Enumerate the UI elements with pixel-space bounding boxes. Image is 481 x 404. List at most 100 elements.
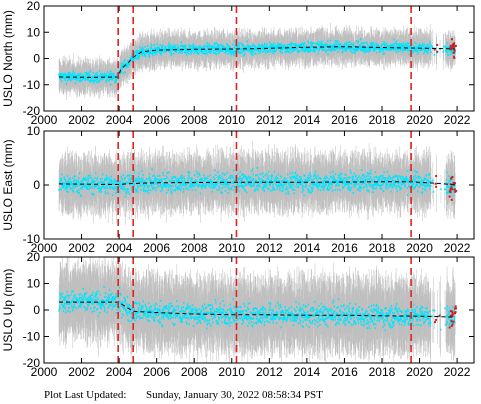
data-point xyxy=(118,72,120,75)
data-point xyxy=(153,43,156,46)
data-point xyxy=(184,44,186,47)
data-point xyxy=(249,47,252,49)
data-point xyxy=(73,71,76,74)
data-point xyxy=(148,56,151,58)
data-point xyxy=(200,45,202,48)
data-point xyxy=(228,49,230,52)
data-point xyxy=(319,47,321,49)
data-point xyxy=(280,43,283,46)
data-point xyxy=(362,49,364,52)
data-point xyxy=(190,48,192,50)
data-point xyxy=(322,46,325,49)
data-point xyxy=(191,46,194,48)
data-point xyxy=(322,44,325,47)
data-point xyxy=(61,80,63,83)
data-point xyxy=(191,48,194,51)
x-tick-label: 2020 xyxy=(406,113,433,127)
data-point xyxy=(74,77,76,80)
data-point xyxy=(217,49,219,52)
data-point xyxy=(89,70,92,73)
data-point xyxy=(176,47,178,50)
data-point xyxy=(407,48,410,51)
data-point xyxy=(419,49,422,52)
data-point xyxy=(439,48,441,50)
data-point xyxy=(143,50,146,53)
data-point xyxy=(377,44,380,47)
data-point xyxy=(301,46,304,49)
data-point xyxy=(215,42,217,44)
data-point xyxy=(198,48,201,51)
data-point xyxy=(160,49,162,52)
data-point xyxy=(424,49,426,52)
data-point xyxy=(425,50,428,52)
data-point xyxy=(257,46,259,49)
data-point xyxy=(355,40,358,42)
data-point xyxy=(272,50,274,52)
data-point xyxy=(86,72,88,75)
data-point xyxy=(252,50,255,53)
data-point xyxy=(86,71,88,74)
data-point xyxy=(427,49,430,52)
data-point xyxy=(429,41,431,44)
data-point xyxy=(451,51,453,54)
data-point xyxy=(395,49,397,52)
data-point xyxy=(369,45,371,47)
data-point xyxy=(200,49,202,52)
data-point xyxy=(153,51,155,54)
data-point xyxy=(190,52,192,55)
data-point xyxy=(265,48,268,51)
data-point xyxy=(134,53,136,56)
data-point xyxy=(116,76,118,79)
data-point xyxy=(371,42,374,45)
data-point xyxy=(212,49,215,52)
outlier-point xyxy=(452,45,455,48)
data-point xyxy=(209,46,212,48)
data-point xyxy=(386,49,389,51)
data-point xyxy=(338,43,341,46)
data-point xyxy=(233,40,236,43)
data-point xyxy=(325,48,327,51)
data-point xyxy=(136,51,138,54)
data-point xyxy=(78,74,81,77)
data-point xyxy=(335,43,338,46)
data-point xyxy=(334,39,336,42)
data-point xyxy=(419,48,422,51)
data-point xyxy=(447,47,449,49)
data-point xyxy=(365,41,367,44)
data-point xyxy=(109,70,112,73)
data-point xyxy=(238,51,240,54)
data-point xyxy=(418,44,420,47)
data-point xyxy=(160,53,162,56)
data-point xyxy=(248,48,251,51)
data-point xyxy=(220,49,223,52)
data-point xyxy=(246,40,248,43)
data-point xyxy=(385,46,387,48)
data-point xyxy=(409,47,412,49)
data-point xyxy=(268,41,271,44)
data-point xyxy=(192,47,194,50)
data-point xyxy=(392,43,394,46)
data-point xyxy=(378,48,381,51)
data-point xyxy=(270,43,272,45)
data-point xyxy=(402,49,405,51)
data-point xyxy=(217,47,219,50)
data-point xyxy=(227,45,230,47)
data-point xyxy=(72,75,74,78)
data-point xyxy=(201,52,204,55)
data-point xyxy=(237,46,239,49)
data-point xyxy=(81,78,84,81)
data-point xyxy=(271,51,274,53)
data-point xyxy=(136,53,139,56)
data-point xyxy=(90,79,92,81)
data-point xyxy=(370,41,373,44)
data-point xyxy=(269,47,272,50)
data-point xyxy=(70,77,72,80)
data-point xyxy=(209,48,211,51)
data-point xyxy=(180,50,183,53)
data-point xyxy=(410,46,413,49)
data-point xyxy=(291,50,294,53)
data-point xyxy=(212,46,215,49)
data-point xyxy=(124,71,126,74)
data-point xyxy=(380,45,382,48)
data-point xyxy=(286,46,288,48)
